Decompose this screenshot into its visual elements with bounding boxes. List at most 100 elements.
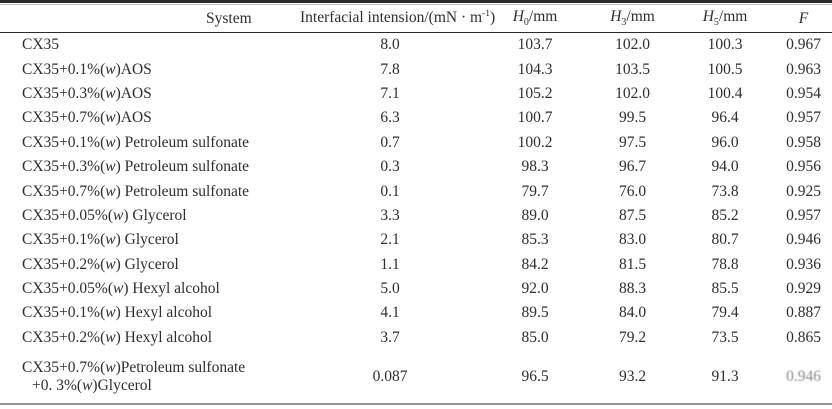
cell-h5: 100.4 <box>707 84 743 102</box>
cell-h3: 88.3 <box>618 280 647 298</box>
cell-system: CX35+0.7%(w)AOS <box>22 109 152 127</box>
cell-interfacial: 0.087 <box>372 367 408 385</box>
mass-fraction-symbol: w <box>105 84 116 102</box>
col-header-f: F <box>775 5 832 33</box>
cell-h3: 93.2 <box>618 367 647 385</box>
table-row: CX35+0.3%(w)AOS 7.1 105.2 102.0 100.4 0.954 <box>0 82 832 106</box>
cell-h0: 89.5 <box>521 304 549 322</box>
cell-system: CX35+0.1%(w) Hexyl alcohol <box>22 304 213 322</box>
table-row: CX35+0.2%(w) Hexyl alcohol 3.7 85.0 79.2 73.… <box>0 326 832 350</box>
mass-fraction-symbol: w <box>105 304 116 322</box>
cell-interfacial: 0.7 <box>380 133 400 151</box>
interfacial-header-close: ) <box>490 9 496 27</box>
table-row: CX35+0.05%(w) Hexyl alcohol 5.0 92.0 88.3 85… <box>0 277 832 301</box>
cell-f: 0.963 <box>786 60 821 78</box>
cell-h5: 78.8 <box>711 255 739 273</box>
cell-h3: 81.5 <box>618 255 647 273</box>
cell-h5: 100.3 <box>707 36 743 54</box>
interfacial-header-superscript: -1 <box>482 9 490 20</box>
cell-h5: 96.0 <box>711 133 739 151</box>
cell-f: 0.925 <box>786 182 821 200</box>
cell-h3: 103.5 <box>615 60 650 78</box>
mass-fraction-symbol: w <box>105 109 116 127</box>
cell-interfacial: 2.1 <box>380 231 400 249</box>
cell-h3: 97.5 <box>618 133 647 151</box>
cell-h5: 85.5 <box>711 280 739 298</box>
col-header-h5: H5/mm <box>675 5 775 33</box>
header-row: System Interfacial intension/(mN · m-1) … <box>0 5 832 33</box>
results-table: System Interfacial intension/(mN · m-1) … <box>0 5 832 403</box>
col-header-h0: H0/mm <box>480 5 590 33</box>
cell-h0: 103.7 <box>517 36 553 54</box>
cell-h0: 85.0 <box>521 328 549 346</box>
cell-h5: 73.8 <box>711 182 739 200</box>
col-header-h3: H3/mm <box>590 5 675 33</box>
cell-h0: 100.7 <box>517 109 553 127</box>
cell-system: CX35+0.1%(w)AOS <box>22 60 152 78</box>
cell-system: CX35+0.7%(w) Petroleum sulfonate <box>22 182 250 200</box>
cell-system: CX35+0.1%(w) Petroleum sulfonate <box>22 133 250 151</box>
cell-h0: 104.3 <box>517 60 553 78</box>
cell-h3: 76.0 <box>618 182 647 200</box>
cell-h0: 79.7 <box>521 182 549 200</box>
cell-system: CX35+0.3%(w)AOS <box>22 84 152 102</box>
mass-fraction-symbol: w <box>105 60 116 78</box>
table-row: CX35+0.1%(w) Glycerol 2.1 85.3 83.0 80.7 0.94… <box>0 228 832 252</box>
table-row: CX35+0.7%(w)Petroleum sulfonate +0. 3%(w)… <box>0 350 832 403</box>
mass-fraction-symbol: w <box>82 376 93 394</box>
cell-h0: 84.2 <box>521 255 549 273</box>
cell-h0: 85.3 <box>521 231 549 249</box>
h0-symbol: H <box>512 8 524 26</box>
cell-h3: 84.0 <box>618 304 647 322</box>
cell-h3: 83.0 <box>618 231 647 249</box>
interfacial-header-text: Interfacial intension/(mN · m <box>300 9 483 27</box>
cell-interfacial: 3.3 <box>380 206 400 224</box>
table-row: CX35 8.0 103.7 102.0 100.3 0.967 <box>0 33 832 58</box>
cell-f: 0.958 <box>786 133 821 151</box>
cell-system: CX35+0.2%(w) Glycerol <box>22 255 179 273</box>
cell-h5: 80.7 <box>711 231 739 249</box>
cell-f: 0.936 <box>786 255 821 273</box>
cell-h3: 96.7 <box>618 158 647 176</box>
cell-h3: 99.5 <box>618 109 647 127</box>
cell-h3: 79.2 <box>618 328 647 346</box>
cell-f: 0.865 <box>786 328 821 346</box>
cell-h5: 79.4 <box>711 304 739 322</box>
table-row: CX35+0.1%(w)AOS 7.8 104.3 103.5 100.5 0.963 <box>0 57 832 81</box>
cell-f: 0.946 <box>786 367 821 385</box>
table-row: CX35+0.2%(w) Glycerol 1.1 84.2 81.5 78.8 0.93… <box>0 253 832 277</box>
col-header-system-label: System <box>206 9 252 27</box>
mass-fraction-symbol: w <box>105 255 116 273</box>
table-row: CX35+0.05%(w) Glycerol 3.3 89.0 87.5 85.2 0.9… <box>0 204 832 228</box>
table-row: CX35+0.7%(w)AOS 6.3 100.7 99.5 96.4 0.957 <box>0 106 832 130</box>
cell-h0: 100.2 <box>517 133 553 151</box>
table-top-rule-secondary <box>0 4 832 5</box>
cell-interfacial: 8.0 <box>380 36 400 54</box>
table-row: CX35+0.1%(w) Petroleum sulfonate 0.7 100.2… <box>0 131 832 155</box>
mass-fraction-symbol: w <box>105 358 116 376</box>
table-row: CX35+0.7%(w) Petroleum sulfonate 0.1 79.7 7… <box>0 179 832 203</box>
mass-fraction-symbol: w <box>105 182 116 200</box>
cell-f: 0.956 <box>786 158 821 176</box>
col-header-system: System <box>0 5 300 33</box>
h5-unit: /mm <box>718 8 748 26</box>
f-symbol: F <box>798 9 809 27</box>
col-header-interfacial-tension: Interfacial intension/(mN · m-1) <box>300 5 495 33</box>
cell-interfacial: 0.3 <box>380 158 400 176</box>
cell-h5: 100.5 <box>707 60 743 78</box>
h3-subscript: 3 <box>621 17 627 29</box>
cell-h0: 89.0 <box>521 206 549 224</box>
cell-h0: 92.0 <box>521 280 549 298</box>
cell-f: 0.957 <box>786 206 821 224</box>
mass-fraction-symbol: w <box>105 231 116 249</box>
cell-h5: 85.2 <box>711 206 739 224</box>
mass-fraction-symbol: w <box>105 133 116 151</box>
h5-symbol: H <box>702 8 714 26</box>
cell-h3: 102.0 <box>615 36 650 54</box>
h0-unit: /mm <box>528 8 558 26</box>
table-top-rule <box>0 0 832 3</box>
cell-interfacial: 3.7 <box>380 328 400 346</box>
cell-interfacial: 1.1 <box>380 255 400 273</box>
cell-h5: 94.0 <box>711 158 739 176</box>
cell-system: CX35+0.3%(w) Petroleum sulfonate <box>22 158 250 176</box>
